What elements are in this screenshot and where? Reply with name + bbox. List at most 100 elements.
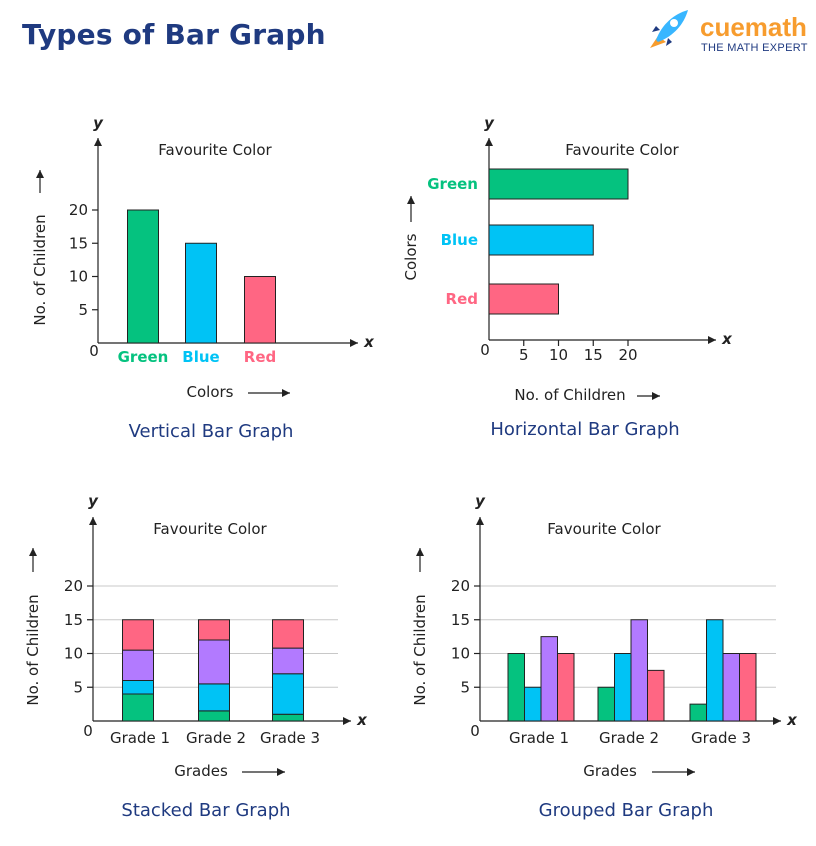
y-var-label: y (484, 114, 495, 132)
x-axis-arrow (343, 717, 351, 725)
x-tick-label: 10 (549, 346, 568, 364)
category-label: Grade 2 (599, 729, 659, 747)
x-var-label: x (356, 711, 368, 729)
y-axis-arrow (476, 517, 484, 525)
bar-segment (272, 647, 304, 675)
bar (614, 653, 632, 722)
bar-segment (198, 619, 230, 641)
y-label-arrow-head (407, 196, 415, 204)
rocket-icon (650, 10, 688, 48)
bar (524, 686, 542, 722)
category-label: Red (446, 290, 478, 308)
brand-name: cuemath (700, 12, 807, 42)
y-axis-arrow (94, 138, 102, 146)
x-axis-arrow (708, 336, 716, 344)
category-label: Grade 3 (691, 729, 751, 747)
category-label: Blue (182, 348, 219, 366)
bar (540, 636, 558, 722)
bar (488, 168, 629, 200)
x-axis-label: Colors (187, 383, 234, 401)
bar (185, 242, 217, 344)
category-label: Red (244, 348, 276, 366)
x-axis-label: Grades (583, 762, 637, 780)
x-var-label: x (786, 711, 798, 729)
y-tick-label: 15 (451, 611, 470, 629)
category-label: Green (427, 175, 478, 193)
bar (244, 276, 276, 344)
y-tick-label: 15 (69, 234, 88, 252)
y-axis-label: Colors (402, 233, 420, 280)
y-tick-label: 5 (73, 678, 83, 696)
bar (597, 686, 615, 722)
bar (739, 653, 757, 722)
bar-segment (272, 713, 304, 722)
y-tick-label: 15 (64, 611, 83, 629)
chart-title: Favourite Color (158, 141, 272, 159)
x-tick-label: 20 (618, 346, 637, 364)
y-var-label: y (475, 492, 486, 510)
x-label-arrow-head (282, 389, 290, 397)
category-label: Grade 2 (186, 729, 246, 747)
y-label-arrow-head (36, 170, 44, 178)
bar (630, 619, 648, 722)
x-var-label: x (363, 333, 375, 351)
y-tick-label: 10 (451, 645, 470, 663)
bar-segment (198, 639, 230, 685)
bar (557, 653, 575, 722)
x-axis-label: No. of Children (514, 386, 625, 404)
bar-segment (122, 649, 154, 681)
bar-segment (272, 673, 304, 715)
y-axis-label: No. of Children (24, 594, 42, 705)
x-axis-label: Grades (174, 762, 228, 780)
category-label: Grade 1 (509, 729, 569, 747)
brand-logo: cuemath THE MATH EXPERT (640, 4, 816, 60)
y-axis-label: No. of Children (411, 594, 429, 705)
page-title: Types of Bar Graph (22, 18, 326, 51)
bar (488, 224, 594, 256)
brand-tagline: THE MATH EXPERT (701, 42, 808, 54)
x-tick-label: 5 (519, 346, 529, 364)
x-var-label: x (721, 330, 733, 348)
bar-segment (122, 693, 154, 722)
category-label: Blue (441, 231, 478, 249)
y-tick-label: 5 (460, 678, 470, 696)
chart-title: Favourite Color (547, 520, 661, 538)
chart-caption: Grouped Bar Graph (539, 800, 714, 821)
x-axis-arrow (773, 717, 781, 725)
x-label-arrow-head (277, 768, 285, 776)
category-label: Grade 1 (110, 729, 170, 747)
x-label-arrow-head (652, 392, 660, 400)
chart-caption: Stacked Bar Graph (121, 800, 290, 821)
bar (647, 669, 665, 722)
bar (706, 619, 724, 722)
category-label: Green (118, 348, 169, 366)
bar-segment (272, 619, 304, 649)
y-tick-label: 10 (69, 268, 88, 286)
y-tick-label: 5 (78, 301, 88, 319)
y-tick-label: 20 (69, 201, 88, 219)
chart-caption: Horizontal Bar Graph (490, 419, 679, 440)
category-label: Grade 3 (260, 729, 320, 747)
y-var-label: y (93, 114, 104, 132)
bar (507, 653, 525, 722)
origin-label: 0 (470, 722, 480, 740)
chart-caption: Vertical Bar Graph (129, 421, 294, 442)
origin-label: 0 (480, 341, 490, 359)
origin-label: 0 (83, 722, 93, 740)
bar (722, 653, 740, 722)
bar (488, 283, 559, 315)
y-label-arrow-head (29, 548, 37, 556)
bar-segment (122, 680, 154, 695)
bar (689, 703, 707, 722)
chart-title: Favourite Color (565, 141, 679, 159)
y-tick-label: 10 (64, 645, 83, 663)
chart-title: Favourite Color (153, 520, 267, 538)
origin-label: 0 (89, 342, 99, 360)
y-var-label: y (88, 492, 99, 510)
y-axis-arrow (89, 517, 97, 525)
x-axis-arrow (350, 339, 358, 347)
x-tick-label: 15 (584, 346, 603, 364)
y-tick-label: 20 (64, 577, 83, 595)
bar-segment (198, 710, 230, 722)
